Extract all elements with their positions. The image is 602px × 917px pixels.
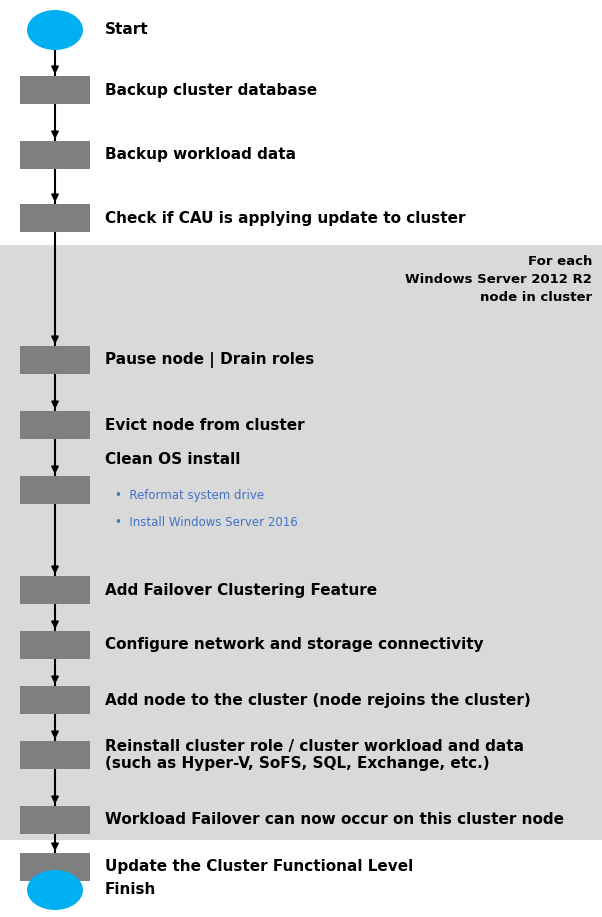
Ellipse shape — [27, 870, 83, 910]
Bar — [20, 686, 90, 714]
Bar — [20, 411, 90, 439]
Bar — [0, 245, 602, 840]
Bar — [20, 141, 90, 169]
Text: Evict node from cluster: Evict node from cluster — [105, 417, 305, 433]
Text: Finish: Finish — [105, 882, 157, 898]
Text: Backup cluster database: Backup cluster database — [105, 83, 317, 97]
Bar — [20, 76, 90, 104]
Bar — [20, 346, 90, 374]
Text: Configure network and storage connectivity: Configure network and storage connectivi… — [105, 637, 483, 653]
Text: Backup workload data: Backup workload data — [105, 148, 296, 162]
Text: Start: Start — [105, 23, 149, 38]
Ellipse shape — [27, 10, 83, 50]
Text: Add node to the cluster (node rejoins the cluster): Add node to the cluster (node rejoins th… — [105, 692, 531, 708]
Bar — [20, 476, 90, 504]
Text: Workload Failover can now occur on this cluster node: Workload Failover can now occur on this … — [105, 812, 564, 827]
Text: Clean OS install: Clean OS install — [105, 452, 240, 468]
Text: Check if CAU is applying update to cluster: Check if CAU is applying update to clust… — [105, 211, 465, 226]
Text: For each
Windows Server 2012 R2
node in cluster: For each Windows Server 2012 R2 node in … — [405, 255, 592, 304]
Bar — [20, 806, 90, 834]
Text: Add Failover Clustering Feature: Add Failover Clustering Feature — [105, 582, 377, 598]
Text: •  Reformat system drive: • Reformat system drive — [115, 489, 264, 502]
Bar — [20, 741, 90, 769]
Text: •  Install Windows Server 2016: • Install Windows Server 2016 — [115, 516, 298, 529]
Text: Pause node | Drain roles: Pause node | Drain roles — [105, 352, 314, 368]
Text: Reinstall cluster role / cluster workload and data
(such as Hyper-V, SoFS, SQL, : Reinstall cluster role / cluster workloa… — [105, 739, 524, 771]
Text: Update the Cluster Functional Level: Update the Cluster Functional Level — [105, 859, 413, 875]
Bar — [20, 853, 90, 881]
Bar — [20, 576, 90, 604]
Bar — [20, 631, 90, 659]
Bar — [20, 204, 90, 232]
